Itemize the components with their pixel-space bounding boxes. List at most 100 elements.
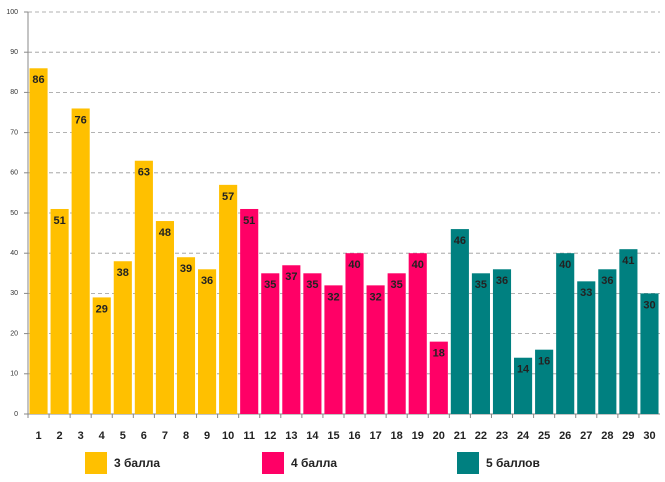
value-label: 51 <box>53 215 65 227</box>
y-tick-label: 0 <box>14 411 18 418</box>
x-tick-label: 12 <box>264 430 276 442</box>
value-label: 86 <box>32 74 44 86</box>
x-tick-label: 19 <box>412 430 424 442</box>
y-tick-label: 10 <box>10 371 18 378</box>
value-label: 51 <box>243 215 255 227</box>
value-label: 76 <box>75 114 87 126</box>
x-tick-label: 22 <box>475 430 487 442</box>
value-label: 35 <box>475 279 487 291</box>
bar <box>92 297 111 414</box>
bar <box>261 273 280 414</box>
value-label: 32 <box>327 291 339 303</box>
y-tick-label: 30 <box>10 290 18 297</box>
legend-label: 3 балла <box>114 456 160 470</box>
y-tick-label: 70 <box>10 129 18 136</box>
legend-label: 4 балла <box>291 456 337 470</box>
legend-label: 5 баллов <box>486 456 540 470</box>
value-label: 36 <box>496 275 508 287</box>
x-tick-label: 13 <box>285 430 297 442</box>
bar <box>408 253 427 414</box>
x-tick-label: 11 <box>243 430 255 442</box>
x-tick-label: 5 <box>120 430 126 442</box>
x-tick-label: 29 <box>622 430 634 442</box>
x-tick-label: 24 <box>517 430 530 442</box>
value-label: 16 <box>538 356 550 368</box>
y-tick-label: 80 <box>10 89 18 96</box>
y-tick-label: 100 <box>6 9 18 16</box>
x-tick-label: 23 <box>496 430 508 442</box>
bar <box>345 253 364 414</box>
x-tick-label: 30 <box>643 430 655 442</box>
bar <box>577 281 596 414</box>
bar <box>113 261 132 414</box>
x-tick-label: 9 <box>204 430 210 442</box>
bar <box>535 349 554 414</box>
value-label: 35 <box>306 279 318 291</box>
x-tick-label: 2 <box>57 430 63 442</box>
y-tick-label: 90 <box>10 49 18 56</box>
x-tick-label: 14 <box>306 430 319 442</box>
x-tick-label: 16 <box>348 430 360 442</box>
value-label: 46 <box>454 235 466 247</box>
value-label: 39 <box>180 263 192 275</box>
value-label: 18 <box>433 348 445 360</box>
x-tick-label: 21 <box>454 430 466 442</box>
bar <box>50 208 69 414</box>
value-label: 38 <box>117 267 129 279</box>
x-tick-label: 6 <box>141 430 147 442</box>
x-tick-label: 3 <box>78 430 84 442</box>
value-label: 57 <box>222 191 234 203</box>
value-label: 36 <box>201 275 213 287</box>
bar <box>176 257 196 414</box>
value-label: 35 <box>391 279 403 291</box>
y-tick-label: 50 <box>10 210 18 217</box>
bar <box>71 108 90 414</box>
value-label: 40 <box>348 259 360 271</box>
legend-swatch <box>262 452 284 474</box>
x-tick-label: 10 <box>222 430 234 442</box>
x-tick-label: 4 <box>99 430 106 442</box>
legend-swatch <box>85 452 107 474</box>
bar <box>492 269 512 414</box>
x-tick-label: 17 <box>369 430 381 442</box>
bar <box>640 293 659 414</box>
value-label: 36 <box>601 275 613 287</box>
value-label: 29 <box>96 303 108 315</box>
x-tick-label: 8 <box>183 430 189 442</box>
bar <box>450 229 469 414</box>
x-tick-label: 20 <box>433 430 445 442</box>
value-label: 30 <box>643 299 655 311</box>
bar <box>471 273 490 414</box>
value-label: 48 <box>159 227 171 239</box>
x-tick-label: 26 <box>559 430 571 442</box>
value-label: 40 <box>559 259 571 271</box>
bar <box>514 357 533 414</box>
bar <box>155 221 174 414</box>
value-label: 14 <box>517 364 530 376</box>
bar <box>282 265 301 414</box>
x-tick-label: 15 <box>327 430 339 442</box>
bar <box>219 184 238 414</box>
bar <box>598 269 617 414</box>
x-tick-label: 18 <box>391 430 403 442</box>
x-tick-label: 27 <box>580 430 592 442</box>
x-tick-label: 1 <box>35 430 41 442</box>
bar <box>429 341 448 414</box>
y-tick-label: 20 <box>10 330 18 337</box>
bar <box>324 285 343 414</box>
value-label: 32 <box>369 291 381 303</box>
bar <box>387 273 406 414</box>
bar <box>303 273 322 414</box>
bar <box>134 160 153 414</box>
bar <box>366 285 385 414</box>
x-tick-label: 7 <box>162 430 168 442</box>
x-tick-label: 25 <box>538 430 550 442</box>
bar <box>240 208 259 414</box>
value-label: 37 <box>285 271 297 283</box>
y-tick-label: 60 <box>10 170 18 177</box>
legend-swatch <box>457 452 479 474</box>
value-label: 63 <box>138 167 150 179</box>
bar <box>619 249 638 414</box>
